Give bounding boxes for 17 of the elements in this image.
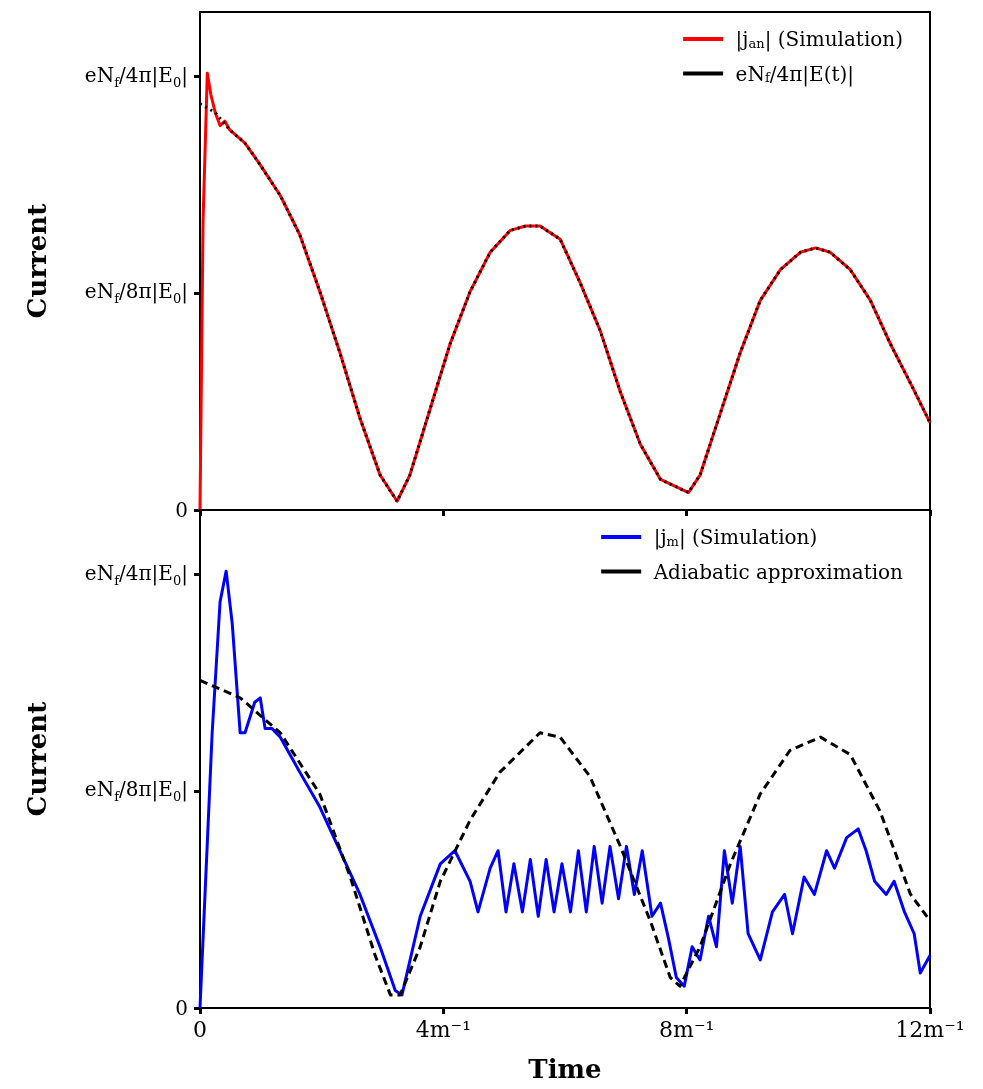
x-axis-title: Time bbox=[528, 1054, 602, 1084]
text: eN$_{f}$/4π|E$_{0}$| bbox=[84, 560, 188, 588]
legend-label: Adiabatic approximation bbox=[652, 559, 904, 584]
y-axis-title: Current bbox=[22, 701, 52, 817]
legend-label: |jan| (Simulation) bbox=[735, 27, 904, 52]
text: eN$_{f}$/8π|E$_{0}$| bbox=[84, 777, 188, 805]
x-tick-label: 8m⁻¹ bbox=[659, 1016, 715, 1042]
x-tick-label: 4m⁻¹ bbox=[415, 1016, 471, 1042]
legend-label: |jm| (Simulation) bbox=[653, 525, 818, 550]
y-axis-title: Current bbox=[22, 203, 52, 319]
text: 0 bbox=[175, 498, 188, 522]
x-tick-label: 12m⁻¹ bbox=[895, 1016, 965, 1042]
text: 0 bbox=[175, 996, 188, 1020]
text: eN$_{f}$/4π|E$_{0}$| bbox=[84, 62, 188, 90]
legend-label: eNf/4π|E(t)| bbox=[735, 61, 855, 87]
x-tick-label: 0 bbox=[193, 1016, 207, 1042]
text: eN$_{f}$/8π|E$_{0}$| bbox=[84, 279, 188, 307]
